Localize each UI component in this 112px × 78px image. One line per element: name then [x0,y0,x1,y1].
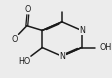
Text: O: O [24,5,30,14]
Text: OH: OH [99,43,111,52]
Text: N: N [79,26,85,35]
Text: O: O [12,35,18,44]
Text: HO: HO [18,57,30,66]
Text: N: N [59,52,65,61]
